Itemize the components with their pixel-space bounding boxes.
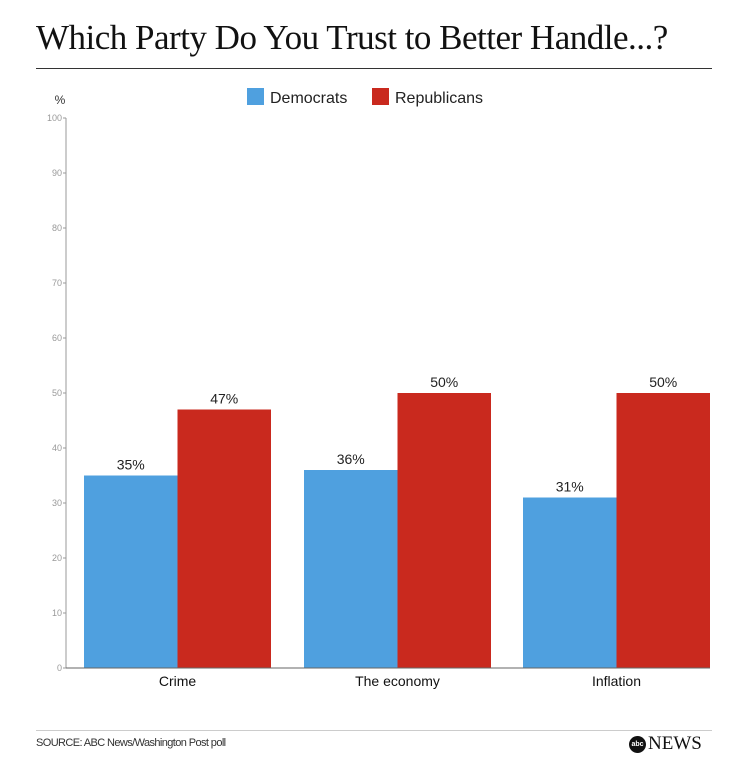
bar-republicans — [177, 409, 271, 668]
y-axis-label: % — [55, 93, 66, 107]
bar-republicans — [397, 393, 491, 668]
footer-divider — [36, 730, 712, 731]
abc-logo-mark: abc — [629, 735, 646, 753]
y-tick-label: 10 — [52, 608, 62, 618]
y-tick-label: 100 — [47, 113, 62, 123]
data-label: 31% — [556, 479, 584, 495]
data-label: 50% — [430, 374, 458, 390]
news-logo-text: NEWS — [648, 733, 702, 754]
abc-news-logo: abc NEWS — [629, 733, 702, 755]
x-tick-label: Crime — [159, 673, 197, 689]
y-tick-label: 40 — [52, 443, 62, 453]
y-tick-label: 60 — [52, 333, 62, 343]
bar-democrats — [304, 470, 398, 668]
data-label: 36% — [337, 451, 365, 467]
legend-label-republicans: Republicans — [395, 90, 483, 107]
data-label: 35% — [117, 457, 145, 473]
bar-democrats — [84, 475, 178, 668]
data-label: 47% — [210, 391, 238, 407]
y-tick-label: 50 — [52, 388, 62, 398]
legend-swatch-republicans — [372, 88, 389, 105]
y-tick-label: 70 — [52, 278, 62, 288]
bar-republicans — [616, 393, 710, 668]
source-note: SOURCE: ABC News/Washington Post poll — [36, 737, 226, 749]
chart-title: Which Party Do You Trust to Better Handl… — [36, 18, 668, 57]
y-tick-label: 30 — [52, 498, 62, 508]
title-divider — [36, 68, 712, 69]
y-tick-label: 20 — [52, 553, 62, 563]
y-tick-label: 0 — [57, 663, 62, 673]
x-tick-label: Inflation — [592, 673, 641, 689]
data-label: 50% — [649, 374, 677, 390]
x-tick-label: The economy — [355, 673, 440, 689]
legend-label-democrats: Democrats — [270, 90, 347, 107]
y-tick-label: 80 — [52, 223, 62, 233]
legend-swatch-democrats — [247, 88, 264, 105]
bar-democrats — [523, 497, 617, 668]
y-tick-label: 90 — [52, 168, 62, 178]
